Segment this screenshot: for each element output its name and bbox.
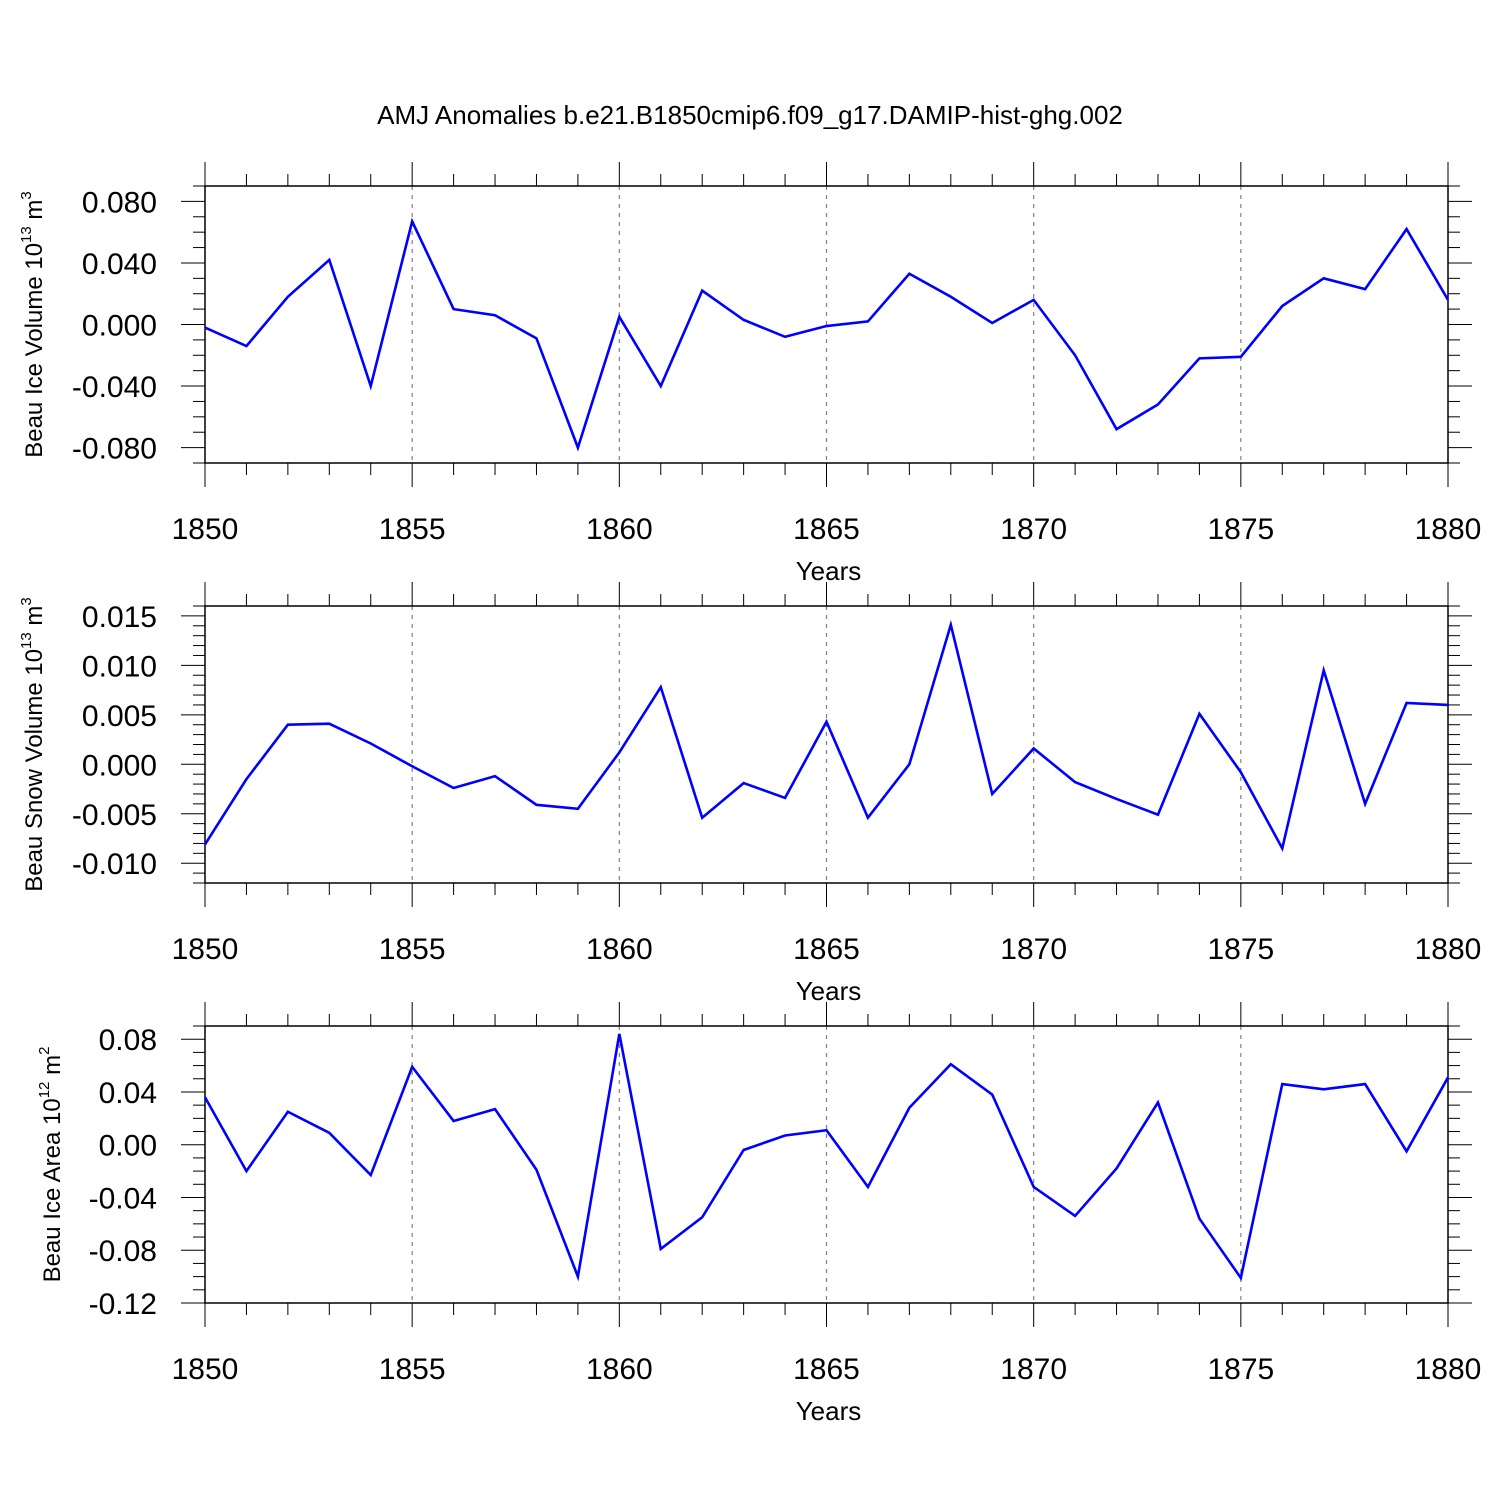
y-tick-label: 0.08: [99, 1024, 157, 1057]
x-tick-label: 1860: [586, 1353, 653, 1386]
x-tick-label: 1865: [793, 1353, 860, 1386]
y-tick-label: 0.015: [82, 601, 157, 634]
y-tick-label: 0.04: [99, 1077, 157, 1110]
y-tick-label: 0.000: [82, 749, 157, 782]
panel-2: -0.010 -0.005 0.000 0.005 0.010 0.015 1850 1855…: [18, 582, 1481, 1006]
x-tick-label: 1850: [172, 513, 239, 546]
y-tick-label: -0.040: [72, 371, 157, 404]
y-axis-label: Beau Snow Volume 1013 m3: [18, 597, 48, 892]
y-axis-label-exponent: 13: [18, 632, 35, 649]
x-tick-label: 1880: [1415, 1353, 1482, 1386]
series-line: [203, 1033, 1450, 1282]
chart-panels: -0.080 -0.040 0.000 0.040 0.080 1850 1855 1860 1…: [18, 162, 1481, 1426]
x-tick-label: 1875: [1207, 933, 1274, 966]
y-axis-label-unit-exponent: 2: [36, 1047, 53, 1055]
y-axis-label: Beau Ice Area 1012 m2: [36, 1047, 66, 1283]
y-axis-label-unit-exponent: 3: [18, 191, 35, 199]
panel-1: -0.080 -0.040 0.000 0.040 0.080 1850 1855 1860 1…: [18, 162, 1481, 586]
y-tick-label: 0.010: [82, 650, 157, 683]
x-tick-label: 1860: [586, 513, 653, 546]
y-axis-label-main: Beau Snow Volume 10: [21, 649, 48, 892]
y-tick-label: -0.12: [89, 1288, 157, 1321]
x-axis-label: Years: [796, 976, 862, 1006]
chart-title: AMJ Anomalies b.e21.B1850cmip6.f09_g17.D…: [377, 100, 1123, 130]
y-tick-label: -0.04: [89, 1182, 157, 1215]
x-tick-label: 1855: [379, 513, 446, 546]
y-tick-label: 0.040: [82, 248, 157, 281]
x-tick-label: 1850: [172, 933, 239, 966]
x-tick-label: 1870: [1000, 513, 1067, 546]
y-axis-label-exponent: 13: [18, 226, 35, 243]
x-tick-label: 1875: [1207, 513, 1274, 546]
y-axis-label: Beau Ice Volume 1013 m3: [18, 191, 48, 458]
y-axis-label-unit: m: [21, 606, 48, 633]
x-tick-label: 1865: [793, 513, 860, 546]
x-tick-label: 1880: [1415, 933, 1482, 966]
x-tick-label: 1880: [1415, 513, 1482, 546]
y-tick-label: -0.005: [72, 799, 157, 832]
x-tick-label: 1870: [1000, 933, 1067, 966]
y-axis-label-unit: m: [21, 200, 48, 227]
y-tick-label: 0.00: [99, 1130, 157, 1163]
x-tick-label: 1850: [172, 1353, 239, 1386]
x-tick-label: 1870: [1000, 1353, 1067, 1386]
x-tick-label: 1855: [379, 933, 446, 966]
x-tick-label: 1865: [793, 933, 860, 966]
y-tick-label: -0.010: [72, 848, 157, 881]
y-axis-label-main: Beau Ice Volume 10: [21, 243, 48, 458]
y-tick-label: 0.005: [82, 700, 157, 733]
y-tick-label: -0.08: [89, 1235, 157, 1268]
y-tick-label: 0.000: [82, 310, 157, 343]
x-axis-label: Years: [796, 1396, 862, 1426]
y-axis-label-unit: m: [39, 1055, 66, 1082]
y-tick-label: -0.080: [72, 433, 157, 466]
x-tick-label: 1860: [586, 933, 653, 966]
x-axis-label: Years: [796, 556, 862, 586]
series-line: [203, 619, 1449, 852]
y-axis-label-unit-exponent: 3: [18, 597, 35, 605]
y-axis-label-exponent: 12: [36, 1082, 53, 1099]
y-tick-label: 0.080: [82, 186, 157, 219]
panel-3: -0.12 -0.08 -0.04 0.00 0.04 0.08 1850 1855 1860 1…: [36, 1002, 1481, 1426]
x-tick-label: 1855: [379, 1353, 446, 1386]
x-tick-label: 1875: [1207, 1353, 1274, 1386]
series-line: [204, 217, 1450, 452]
y-axis-label-main: Beau Ice Area 10: [39, 1098, 66, 1282]
